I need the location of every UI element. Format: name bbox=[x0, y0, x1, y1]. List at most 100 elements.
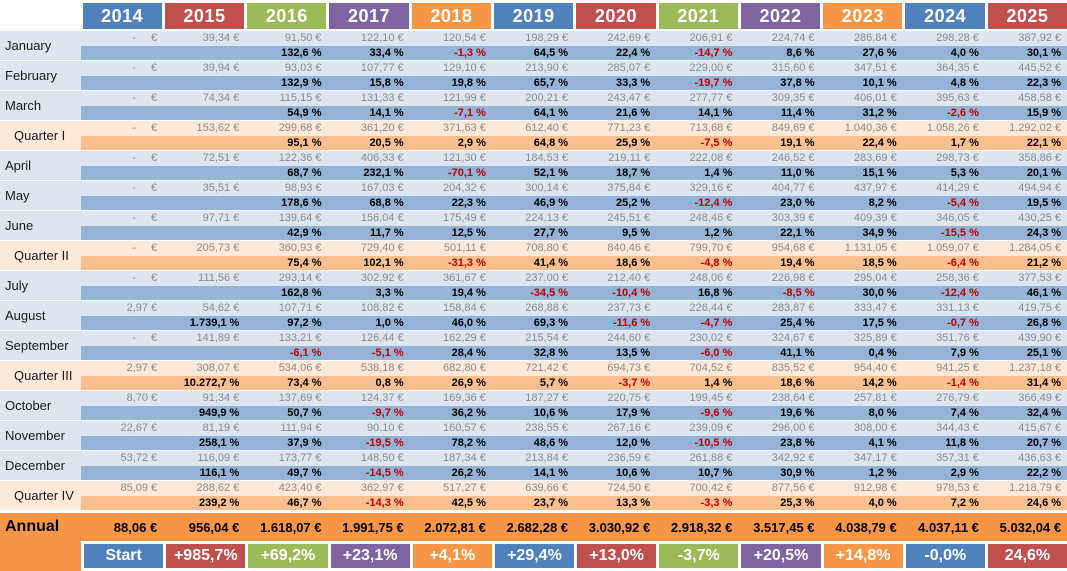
percent-cell: 31,2 % bbox=[862, 106, 897, 119]
month-row-may: May - € 35,51 € 98,93 € 167,03 € 204,32 € 300,1… bbox=[0, 181, 1067, 211]
value-row: 53,72 € 116,09 € 173,77 € 148,50 € 187,34 € 2… bbox=[81, 451, 1067, 466]
value-cell: 239,09 € bbox=[689, 422, 733, 435]
percent-cell: -10,4 % bbox=[612, 286, 651, 299]
percent-cell: 30,1 % bbox=[1026, 46, 1062, 59]
value-cell: 288,62 € bbox=[196, 482, 240, 495]
percent-cell: 23,0 % bbox=[780, 196, 815, 209]
percent-cell: 258,1 % bbox=[198, 436, 240, 449]
year-header-cell: 2025 bbox=[987, 3, 1067, 29]
month-row-december: December 53,72 €116,09 €173,77 €148,50 €1… bbox=[0, 451, 1067, 481]
value-row: - € 39,34 € 91,50 € 122,10 € 120,54 € 198,29 €… bbox=[81, 31, 1067, 46]
percent-cell: 28,4 % bbox=[451, 346, 486, 359]
value-cell: 126,44 € bbox=[360, 332, 404, 345]
annual-value-cell: 3.517,45 € bbox=[753, 519, 815, 535]
percent-cell: 68,7 % bbox=[287, 166, 322, 179]
growth-cells: Start +985,7% +69,2% +23,1% +4,1% +29,4% +13,0… bbox=[81, 541, 1067, 571]
value-cell: 293,14 € bbox=[278, 272, 322, 285]
percent-cell: -0,7 % bbox=[947, 316, 979, 329]
value-cell: 286,84 € bbox=[853, 32, 897, 45]
percent-cell: 32,4 % bbox=[1026, 406, 1062, 419]
value-cell: 1.131,05 € bbox=[844, 242, 897, 255]
percent-cell: -15,5 % bbox=[940, 226, 979, 239]
value-cell: 1.292,02 € bbox=[1009, 122, 1062, 135]
annual-row: Annual 88,06 € 956,04 € 1.618,07 € 1.991,75 … bbox=[0, 511, 1067, 541]
percent-cell: -9,6 % bbox=[700, 406, 733, 419]
value-cell: 224,13 € bbox=[525, 212, 569, 225]
value-cell: 81,19 € bbox=[202, 422, 240, 435]
annual-value-cell: 88,06 € bbox=[113, 519, 158, 535]
value-cell: 169,36 € bbox=[443, 392, 486, 405]
percent-cell: 8,0 % bbox=[868, 406, 897, 419]
value-cell: 219,11 € bbox=[608, 152, 651, 165]
value-cell: 494,94 € bbox=[1018, 182, 1062, 195]
value-cell: 200,21 € bbox=[525, 92, 569, 105]
percent-cell: 949,9 % bbox=[198, 406, 240, 419]
value-cell: 91,34 € bbox=[202, 392, 240, 405]
percent-cell: -34,5 % bbox=[530, 286, 569, 299]
percent-cell: 25,2 % bbox=[615, 196, 651, 209]
percent-cell: 178,6 % bbox=[281, 196, 322, 209]
value-cell: 1.059,07 € bbox=[926, 242, 979, 255]
value-cell: 2,97 € bbox=[126, 302, 158, 315]
value-cell: 212,40 € bbox=[607, 272, 651, 285]
value-cell: 133,21 € bbox=[278, 332, 322, 345]
value-cell: 198,29 € bbox=[525, 32, 569, 45]
percent-cell: 41,1 % bbox=[780, 346, 815, 359]
percent-cell: 5,3 % bbox=[950, 166, 979, 179]
value-cell: 309,35 € bbox=[771, 92, 815, 105]
value-cell: 137,69 € bbox=[278, 392, 322, 405]
value-row: 8,70 € 91,34 € 137,69 € 124,37 € 169,36 € 187… bbox=[81, 391, 1067, 406]
value-cell: 1.237,18 € bbox=[1009, 362, 1062, 375]
percent-cell: 30,9 % bbox=[780, 466, 815, 479]
value-cell: 375,84 € bbox=[607, 182, 651, 195]
percent-cell: 15,9 % bbox=[1026, 106, 1062, 119]
percent-cell: 7,4 % bbox=[950, 406, 979, 419]
percent-cell: 17,5 % bbox=[862, 316, 897, 329]
month-row-march: March - € 74,34 € 115,15 € 131,33 € 121,99 € 20… bbox=[0, 91, 1067, 121]
percent-cell: 102,1 % bbox=[363, 256, 404, 269]
value-cell: 93,03 € bbox=[284, 62, 322, 75]
percent-cell: -70,1 % bbox=[447, 166, 486, 179]
year-header-cell: 2020 bbox=[576, 3, 656, 29]
value-cell: 1.284,05 € bbox=[1009, 242, 1062, 255]
percent-cell: 4,0 % bbox=[868, 496, 897, 509]
value-cell: 639,66 € bbox=[525, 482, 569, 495]
percent-cell: 22,4 % bbox=[615, 46, 651, 59]
value-cell: 39,94 € bbox=[202, 62, 240, 75]
row-cells: 22,67 € 81,19 € 111,94 € 90,10 € 160,57 € 238… bbox=[81, 421, 1067, 450]
percent-cell bbox=[163, 346, 245, 361]
value-cell: 242,69 € bbox=[607, 32, 651, 45]
percent-cell: 1,7 % bbox=[950, 136, 979, 149]
annual-value-cell: 2.918,32 € bbox=[670, 519, 733, 535]
row-cells: - € 141,89 € 133,21 € 126,44 € 162,29 € 215,54… bbox=[81, 331, 1067, 360]
value-row: 2,97 € 54,62 € 107,71 € 108,82 € 158,84 € 268… bbox=[81, 301, 1067, 316]
row-cells: - € 97,71 € 139,64 € 156,04 € 175,49 € 224,13 … bbox=[81, 211, 1067, 240]
month-row-april: April - € 72,51 € 122,36 € 406,33 € 121,30 € 18… bbox=[0, 151, 1067, 181]
value-cell: 111,94 € bbox=[280, 422, 322, 435]
value-cell: 224,74 € bbox=[771, 32, 815, 45]
value-cell: 799,70 € bbox=[689, 242, 733, 255]
percent-cell: 73,4 % bbox=[287, 376, 322, 389]
percent-cell bbox=[163, 136, 245, 151]
percent-row: 239,2 % 46,7 % -14,3 % 42,5 % 23,7 % 13,3 % -3… bbox=[81, 495, 1067, 510]
year-header-cell: 2015 bbox=[164, 3, 245, 29]
percent-cell: 10,6 % bbox=[533, 406, 569, 419]
value-cell: 204,32 € bbox=[443, 182, 486, 195]
percent-cell: 4,1 % bbox=[868, 436, 897, 449]
percent-cell: -10,5 % bbox=[694, 436, 733, 449]
percent-row: 42,9 % 11,7 % 12,5 % 27,7 % 9,5 % 1,2 % 22,1 %… bbox=[81, 225, 1067, 240]
value-cell: 236,59 € bbox=[607, 452, 651, 465]
percent-cell: 49,7 % bbox=[287, 466, 322, 479]
percent-cell: 12,0 % bbox=[615, 436, 651, 449]
percent-cell: 14,2 % bbox=[862, 376, 897, 389]
value-cell: 682,80 € bbox=[443, 362, 486, 375]
percent-cell: 7,9 % bbox=[950, 346, 979, 359]
growth-percent-cell: +29,4% bbox=[494, 544, 575, 568]
value-cell: 704,52 € bbox=[689, 362, 733, 375]
percent-cell: 10,6 % bbox=[615, 466, 651, 479]
year-header-cell: 2014 bbox=[82, 3, 162, 29]
percent-cell: 9,5 % bbox=[622, 226, 651, 239]
row-label: June bbox=[0, 211, 81, 240]
percent-cell: 95,1 % bbox=[287, 136, 322, 149]
